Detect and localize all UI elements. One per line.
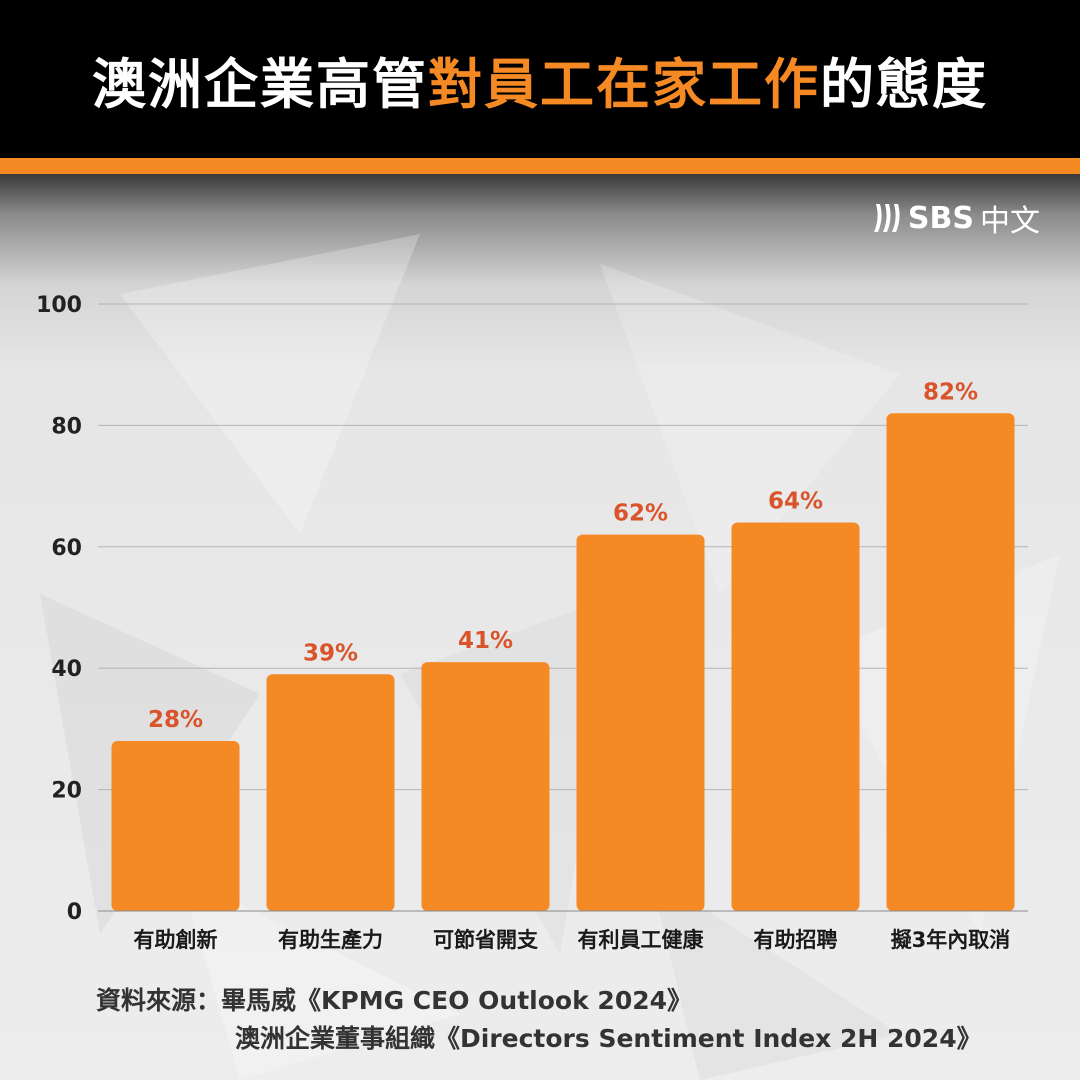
data-label: 39% [303, 640, 358, 666]
title-part-2-highlight: 對員工在家工作 [428, 52, 820, 116]
x-tick-label: 有助創新 [134, 928, 218, 952]
x-tick-label: 可節省開支 [433, 928, 539, 952]
source-line-2: 澳洲企業董事組織《Directors Sentiment Index 2H 20… [235, 1024, 982, 1053]
x-tick-label: 擬3年內取消 [891, 928, 1011, 952]
sbs-waves-icon [873, 204, 900, 232]
x-tick-label: 有助招聘 [754, 928, 838, 952]
y-tick-label: 60 [51, 536, 82, 561]
bar [111, 741, 240, 911]
bar [266, 674, 395, 911]
data-label: 41% [458, 628, 513, 654]
bar [731, 522, 860, 911]
data-label: 62% [613, 501, 668, 527]
y-tick-label: 100 [36, 293, 82, 318]
bar [886, 413, 1015, 911]
data-label: 82% [923, 379, 978, 405]
title-part-1: 澳洲企業高管 [92, 52, 428, 116]
y-tick-label: 0 [67, 900, 82, 925]
bar [421, 662, 550, 911]
source-note: 資料來源：畢馬威《KPMG CEO Outlook 2024》 澳洲企業董事組織… [96, 982, 982, 1058]
logo-chinese: 中文 [980, 204, 1040, 239]
header: 澳洲企業高管對員工在家工作的態度 [0, 0, 1080, 158]
page-title: 澳洲企業高管對員工在家工作的態度 [92, 40, 988, 119]
logo-brand: SBS [907, 200, 974, 236]
accent-band [0, 158, 1080, 174]
y-tick-label: 80 [51, 414, 82, 439]
y-tick-label: 20 [51, 779, 82, 804]
data-label: 64% [768, 489, 823, 515]
y-tick-label: 40 [51, 657, 82, 682]
title-part-3: 的態度 [820, 52, 988, 116]
bar [576, 534, 705, 911]
data-label: 28% [148, 707, 203, 733]
x-tick-label: 有利員工健康 [578, 928, 705, 952]
sbs-logo: SBS 中文 [870, 196, 1040, 240]
x-tick-label: 有助生產力 [278, 928, 383, 952]
source-line-1: 資料來源：畢馬威《KPMG CEO Outlook 2024》 [96, 986, 693, 1015]
